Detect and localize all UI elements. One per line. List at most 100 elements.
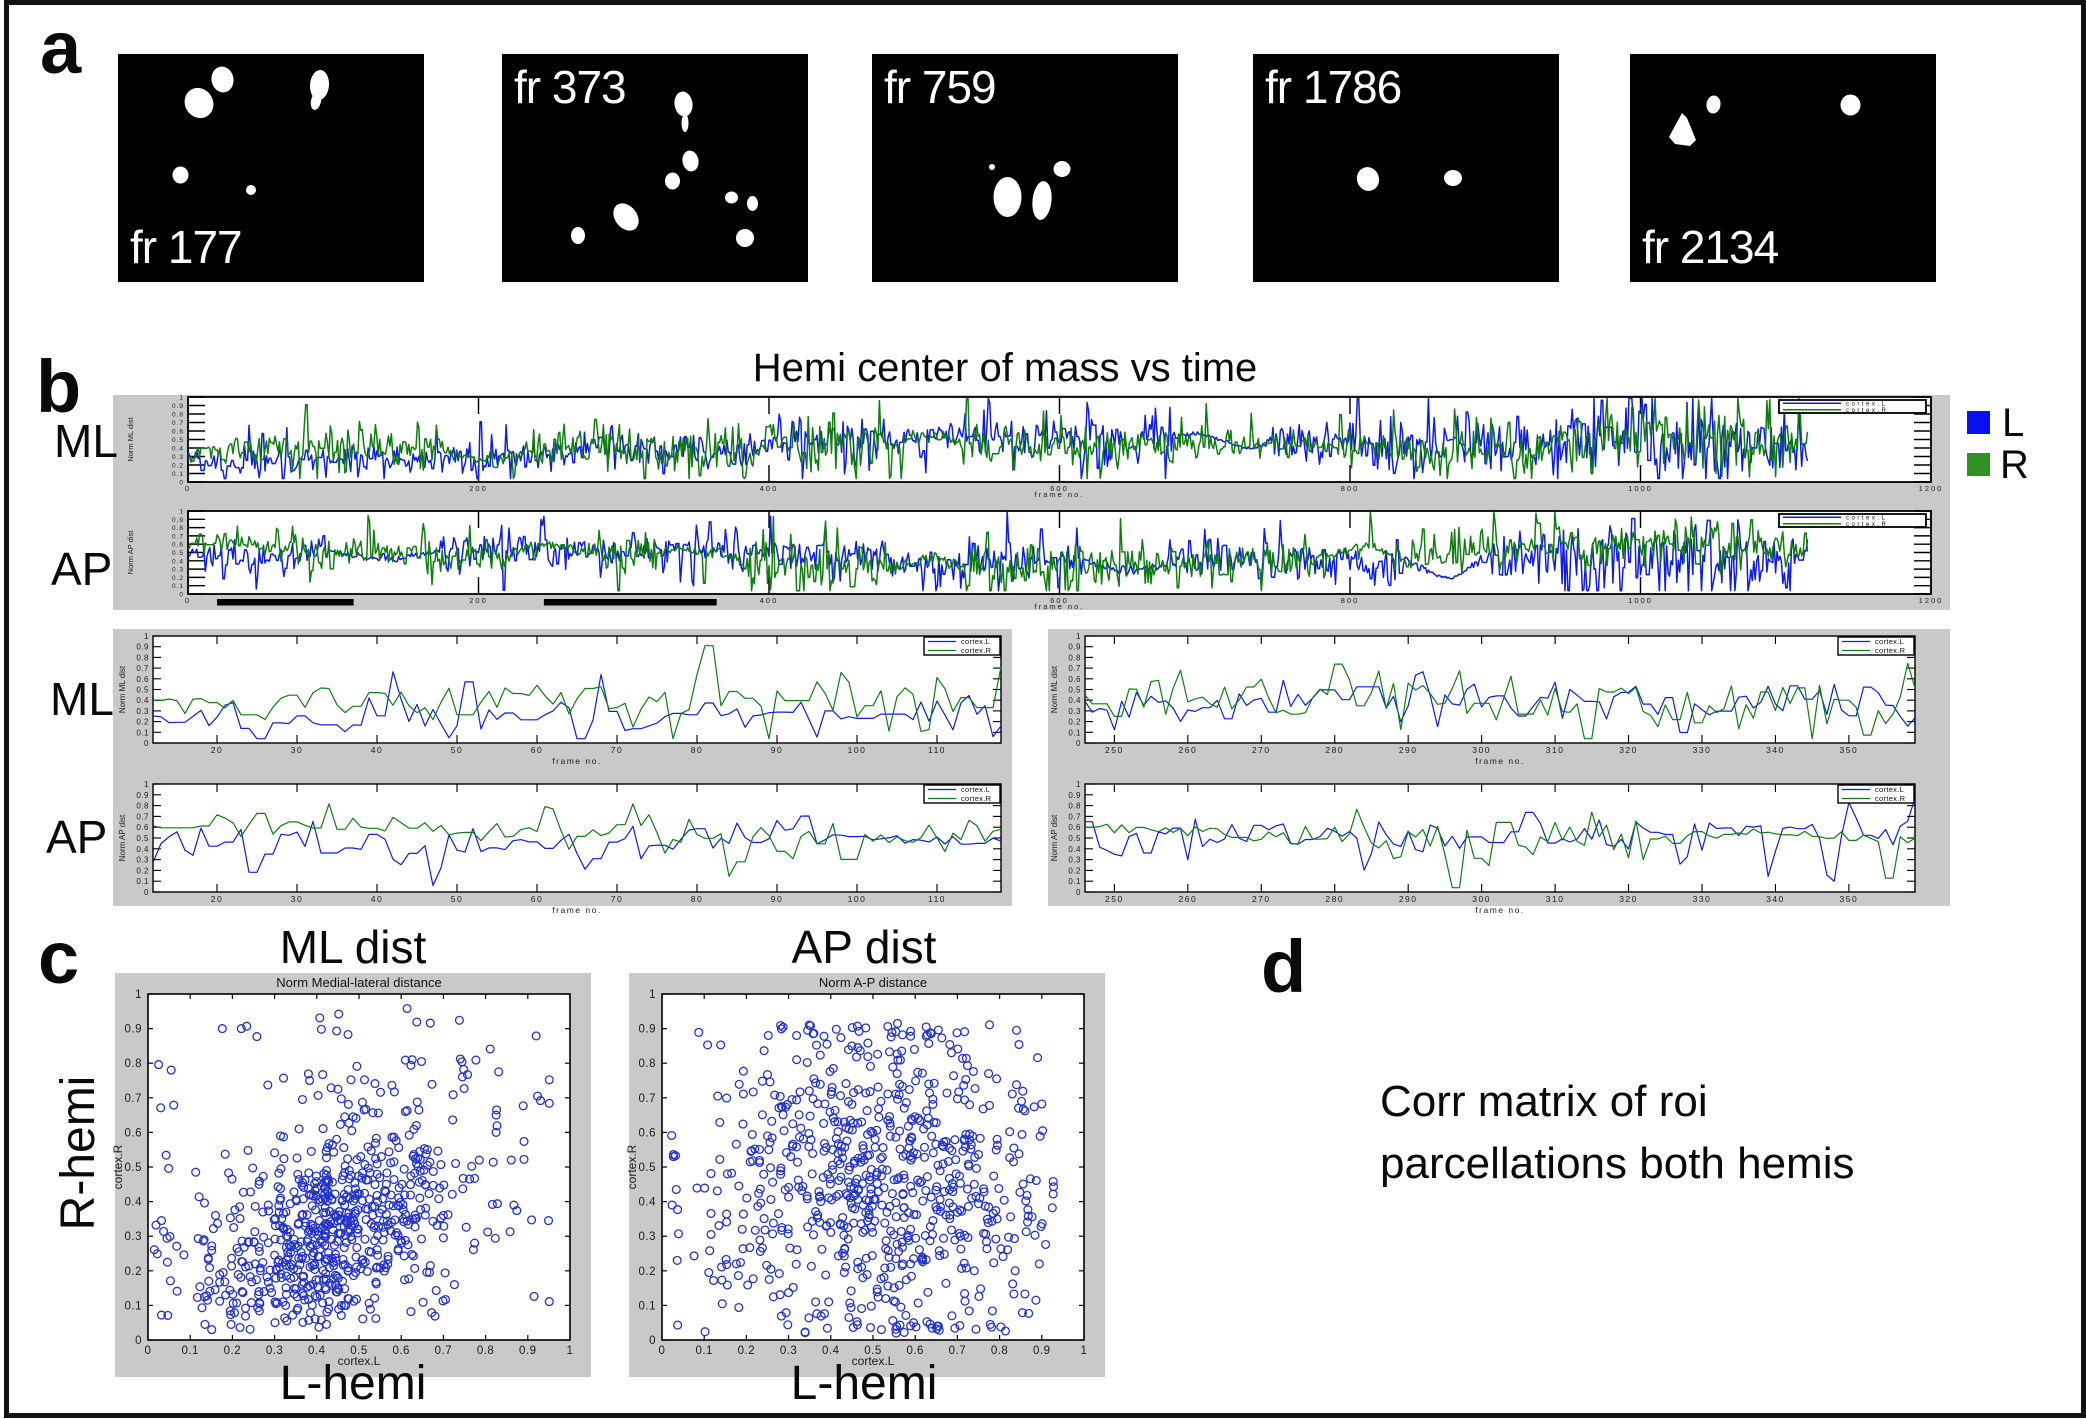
- scatter-point: [923, 1287, 933, 1297]
- scatter-point: [848, 1322, 858, 1333]
- scatter-point: [704, 1267, 714, 1278]
- scatter-point: [421, 1203, 431, 1213]
- scatter-point: [322, 1254, 332, 1264]
- scatter-point: [271, 1265, 281, 1275]
- scatter-point: [856, 1157, 866, 1167]
- scatter-point: [961, 1129, 971, 1140]
- scatter-point: [1037, 1099, 1047, 1109]
- scatter-point: [892, 1094, 903, 1104]
- scatter-point: [766, 1264, 776, 1274]
- scatter-point: [792, 1095, 802, 1105]
- tick-label: 0.8: [1068, 653, 1081, 662]
- scatter-point: [735, 1257, 746, 1268]
- tick-label: 0.7: [435, 1345, 453, 1357]
- legend-swatch-R: [1967, 453, 1990, 476]
- scatter-point: [295, 1260, 305, 1270]
- scatter-point: [461, 1222, 471, 1232]
- scatter-point: [876, 1325, 886, 1335]
- scatter-point: [303, 1069, 313, 1079]
- plot-inner-title: Norm Medial-lateral distance: [276, 975, 441, 990]
- tick-label: 280: [1325, 894, 1344, 904]
- tick-label: 1: [1081, 1345, 1088, 1357]
- scatter-point: [757, 1243, 767, 1253]
- scatter-point: [838, 1248, 848, 1258]
- scatter-point: [979, 1187, 989, 1197]
- scatter-point: [339, 1189, 349, 1199]
- scatter-point: [961, 1263, 971, 1273]
- scatter-point: [329, 1209, 339, 1219]
- scatter-point: [193, 1234, 203, 1244]
- scatter-point: [883, 1115, 893, 1125]
- scatter-point: [847, 1041, 857, 1051]
- scatter-point: [343, 1154, 353, 1164]
- scatter-point: [722, 1280, 732, 1290]
- tick-label: 350: [1840, 894, 1859, 904]
- tick-label: 0.8: [639, 1058, 657, 1070]
- scatter-point: [203, 1254, 213, 1264]
- scatter-point: [807, 1169, 817, 1179]
- tick-label: 0.6: [1068, 675, 1081, 684]
- scatter-point: [967, 1193, 977, 1203]
- scatter-point: [245, 1187, 256, 1197]
- scatter-point: [815, 1079, 825, 1089]
- scatter-point: [354, 1171, 364, 1181]
- scatter-point: [393, 1244, 403, 1254]
- scatter-point: [748, 1274, 758, 1284]
- scatter-point: [811, 1078, 821, 1088]
- scatter-point: [787, 1094, 797, 1105]
- scatter-point: [172, 1241, 182, 1251]
- legend-entry-label: cortex.R: [1875, 646, 1906, 655]
- scatter-point: [846, 1302, 856, 1313]
- scatter-point: [737, 1224, 747, 1234]
- scatter-point: [717, 1299, 727, 1309]
- tick-label: 260: [1178, 745, 1197, 755]
- scatter-point: [937, 1140, 947, 1150]
- series-cortex.R: [153, 645, 1002, 740]
- scatter-point: [891, 1027, 901, 1037]
- scatter-point: [792, 1030, 802, 1041]
- scatter-point: [708, 1275, 719, 1286]
- scatter-point: [919, 1152, 930, 1162]
- scatter-point: [229, 1222, 239, 1233]
- scatter-point: [448, 1090, 458, 1100]
- tick-label: 0.3: [266, 1345, 284, 1357]
- scatter-point: [886, 1262, 896, 1272]
- scatter-point: [843, 1222, 853, 1233]
- scatter-point: [722, 1093, 732, 1103]
- scatter-point: [207, 1325, 217, 1335]
- mask-blobs: [1669, 94, 1861, 146]
- scatter-point: [310, 1314, 320, 1324]
- scatter-point: [492, 1105, 502, 1115]
- scatter-point: [274, 1168, 284, 1178]
- scatter-point: [706, 1208, 716, 1218]
- scatter-point: [320, 1283, 330, 1293]
- scatter-point: [340, 1167, 350, 1178]
- mask-blob: [571, 227, 585, 244]
- tick-label: 600: [1050, 484, 1069, 493]
- scatter-point: [422, 1267, 432, 1277]
- scatter-point: [768, 1229, 778, 1239]
- scatter-point: [843, 1177, 854, 1187]
- scatter-point: [821, 1221, 831, 1231]
- scatter-point: [897, 1237, 907, 1247]
- scatter-point: [831, 1134, 841, 1144]
- scatter-point: [984, 1069, 994, 1079]
- scatter-point: [225, 1306, 235, 1316]
- frame-label: fr 1786: [1265, 61, 1402, 113]
- tick-label: 40: [371, 894, 383, 904]
- scatter-point: [198, 1236, 208, 1246]
- mask-blob: [1669, 113, 1696, 146]
- tick-label: 0.1: [1068, 728, 1081, 737]
- scatter-point: [763, 1030, 773, 1041]
- scatter-point: [782, 1099, 792, 1109]
- scatter-point: [298, 1317, 308, 1327]
- tick-label: 0.9: [1033, 1345, 1051, 1357]
- scatter-point: [438, 1233, 448, 1243]
- long-ap-row-label: AP: [51, 543, 113, 595]
- mask-blob: [747, 196, 758, 211]
- tick-label: 0.6: [136, 823, 149, 832]
- scatter-point: [798, 1181, 808, 1191]
- tick-label: 60: [531, 745, 543, 755]
- scatter-point: [914, 1245, 924, 1255]
- tick-label: 0.4: [125, 1197, 143, 1209]
